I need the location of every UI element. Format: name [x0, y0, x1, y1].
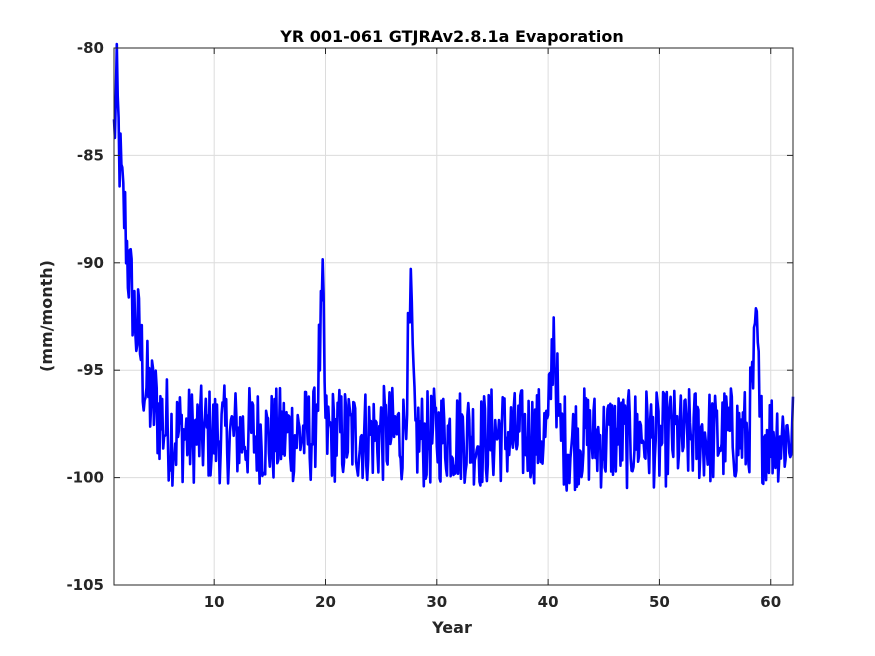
- x-tick-label: 60: [760, 593, 781, 611]
- x-tick-label: 30: [426, 593, 447, 611]
- x-tick-label: 50: [649, 593, 670, 611]
- grid: [114, 48, 793, 585]
- y-tick-label: -85: [77, 146, 104, 164]
- y-tick-label: -100: [66, 469, 104, 487]
- x-axis-label: Year: [431, 618, 472, 637]
- y-tick-label: -95: [77, 361, 104, 379]
- plot-frame: [113, 47, 794, 586]
- chart-title: YR 001-061 GTJRAv2.8.1a Evaporation: [279, 27, 624, 46]
- evaporation-series-line: [112, 42, 795, 492]
- y-tick-label: -90: [77, 254, 104, 272]
- x-tick-label: 40: [538, 593, 559, 611]
- x-tick-label: 20: [315, 593, 336, 611]
- y-tick-label: -80: [77, 39, 104, 57]
- x-tick-label: 10: [204, 593, 225, 611]
- axis-ticks: 10 20 30 40 50 60 -105 -100 -95 -90 -85 -80: [66, 39, 793, 611]
- y-axis-label: (mm/month): [37, 260, 56, 372]
- plot-area: [112, 42, 795, 492]
- y-tick-label: -105: [66, 576, 104, 594]
